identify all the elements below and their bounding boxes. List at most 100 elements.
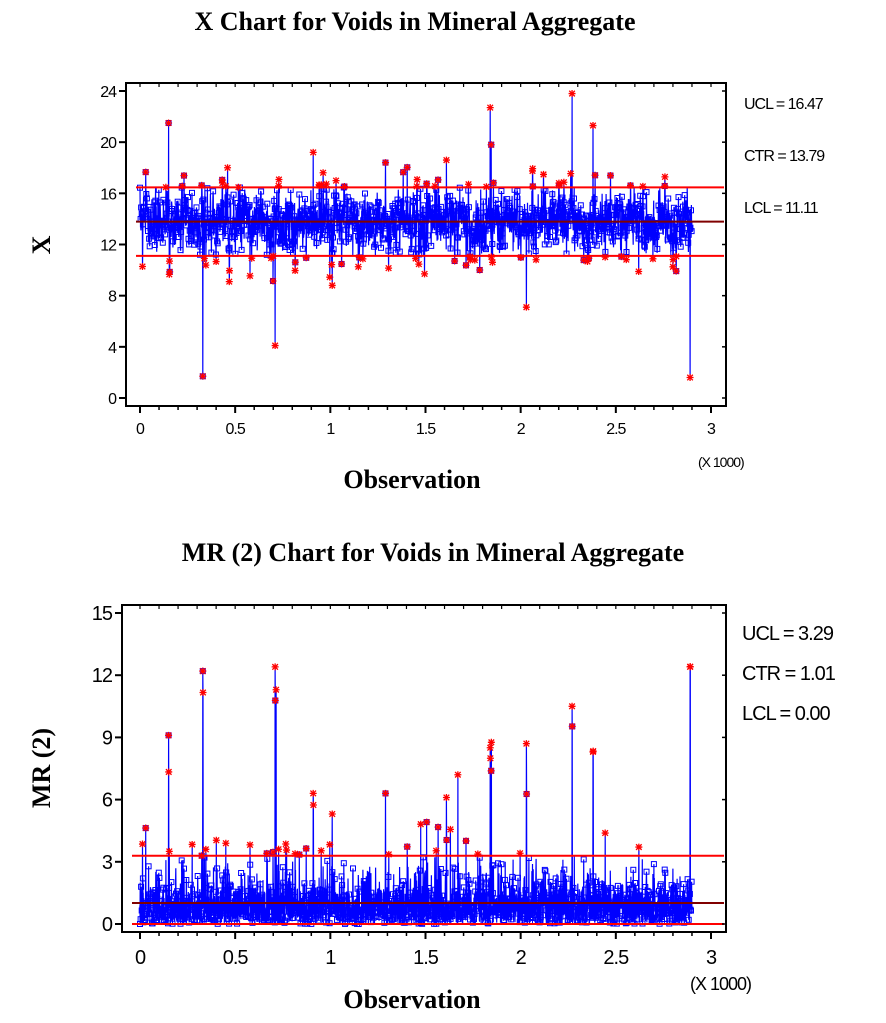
mr-chart-data-point [296,905,303,911]
x-chart-data-point [263,251,270,258]
mr-chart-out-of-control-point [403,843,411,851]
x-chart-out-of-control-point [269,252,277,260]
x-chart-y-axis-label: X [27,235,56,254]
x-chart-data-point [625,224,632,231]
x-chart-data-point [424,232,431,239]
mr-chart-data-point [589,914,596,921]
x-chart-out-of-control-point [434,176,442,184]
mr-chart-data-point [309,880,316,887]
x-chart-data-point [609,238,616,245]
mr-chart-data-point [191,891,198,898]
mr-chart-out-of-control-point [385,850,393,858]
mr-chart-data-point [685,887,692,894]
mr-chart-data-point [650,861,657,868]
mr-chart-data-point [350,865,356,872]
x-chart-out-of-control-point [340,182,348,190]
mr-chart-out-of-control-point [263,849,271,857]
x-chart-out-of-control-point [138,262,146,270]
mr-chart-data-point [472,877,479,884]
x-chart-out-of-control-point [421,270,429,278]
x-chart-y-tick-label: 0 [108,391,117,408]
x-chart-data-point [299,245,306,252]
mr-chart-data-point [552,875,559,882]
x-chart-out-of-control-point [617,253,625,261]
mr-chart-data-point [607,884,614,891]
x-chart-out-of-control-point [359,255,367,263]
x-chart-out-of-control-point [560,178,568,186]
mr-chart-data-point [252,884,259,891]
mr-chart-data-point [651,891,658,898]
x-chart-out-of-control-point [626,182,634,190]
mr-chart-data-point [466,880,473,887]
x-chart-out-of-control-point [486,104,494,112]
mr-chart-out-of-control-point [283,846,291,854]
x-chart-data-point [360,240,367,247]
mr-chart-data-point [352,895,359,902]
x-chart-data-point [535,227,542,233]
mr-chart-data-point [554,893,561,900]
mr-chart-out-of-control-point [474,850,482,858]
mr-chart-data-point [471,911,478,917]
x-chart-data-point [687,224,694,231]
x-chart-data-point [147,206,154,213]
x-chart-data-point [246,202,253,209]
mr-chart-data-point [257,881,264,888]
mr-chart-data-point [653,910,660,917]
x-chart-data-point [638,236,645,243]
mr-chart-data-point [388,916,395,923]
mr-chart-data-point [414,886,421,893]
x-chart-data-point [589,241,596,248]
x-chart-out-of-control-point [302,254,310,262]
x-chart-data-point [516,206,523,213]
x-chart-data-point [640,193,647,200]
x-chart-data-point [287,202,294,209]
mr-chart-data-point [459,893,465,900]
mr-chart-data-point [402,901,409,908]
mr-chart-data-point [166,884,173,891]
mr-chart-data-point [581,894,588,901]
x-chart-data-point [677,226,684,232]
x-chart-data-point [396,248,403,255]
x-chart-data-point [318,208,325,215]
x-chart-data-point [362,190,368,197]
x-chart-y-tick-label: 8 [108,289,117,306]
x-chart-data-point [266,231,272,238]
x-chart-x-multiplier: (X 1000) [698,454,744,470]
x-chart-data-point [390,233,396,240]
mr-chart-out-of-control-point [246,841,254,849]
x-chart-out-of-control-point [532,256,540,264]
x-chart-data-point [592,207,599,214]
mr-chart-data-point [425,913,432,920]
x-chart-data-point [653,232,660,239]
mr-chart-data-point [396,890,403,897]
mr-chart-data-point [412,910,419,917]
mr-chart-data-point [145,863,152,870]
x-chart-data-point [237,228,244,234]
mr-chart-data-point [227,881,234,888]
mr-chart-data-point [432,886,439,893]
x-chart-data-point [654,245,661,252]
mr-chart-title: MR (2) Chart for Voids in Mineral Aggreg… [182,538,684,567]
mr-chart-data-point [571,893,577,900]
mr-chart-out-of-control-point [686,663,694,671]
x-chart-out-of-control-point [451,257,459,265]
mr-chart-data-point [498,861,505,868]
mr-chart-data-point [556,919,563,926]
x-chart-data-point [413,230,420,237]
mr-chart-data-point [161,917,167,924]
mr-chart-data-point [646,910,653,917]
mr-chart-data-point [260,908,267,915]
x-chart-data-point [553,237,560,244]
mr-chart-data-point [500,891,507,898]
mr-chart-data-point [203,915,210,922]
x-chart-out-of-control-point [583,257,591,265]
x-chart-out-of-control-point [385,264,393,272]
x-chart-data-point [308,226,315,233]
x-chart-out-of-control-point [225,278,233,286]
mr-chart: MR (2) Chart for Voids in Mineral Aggreg… [27,538,837,1014]
x-chart-y-tick-label: 20 [100,135,117,152]
mr-chart-data-point [407,889,414,896]
x-chart-out-of-control-point [517,253,525,261]
mr-chart-data-point [183,910,190,917]
mr-chart-data-point [258,893,265,900]
